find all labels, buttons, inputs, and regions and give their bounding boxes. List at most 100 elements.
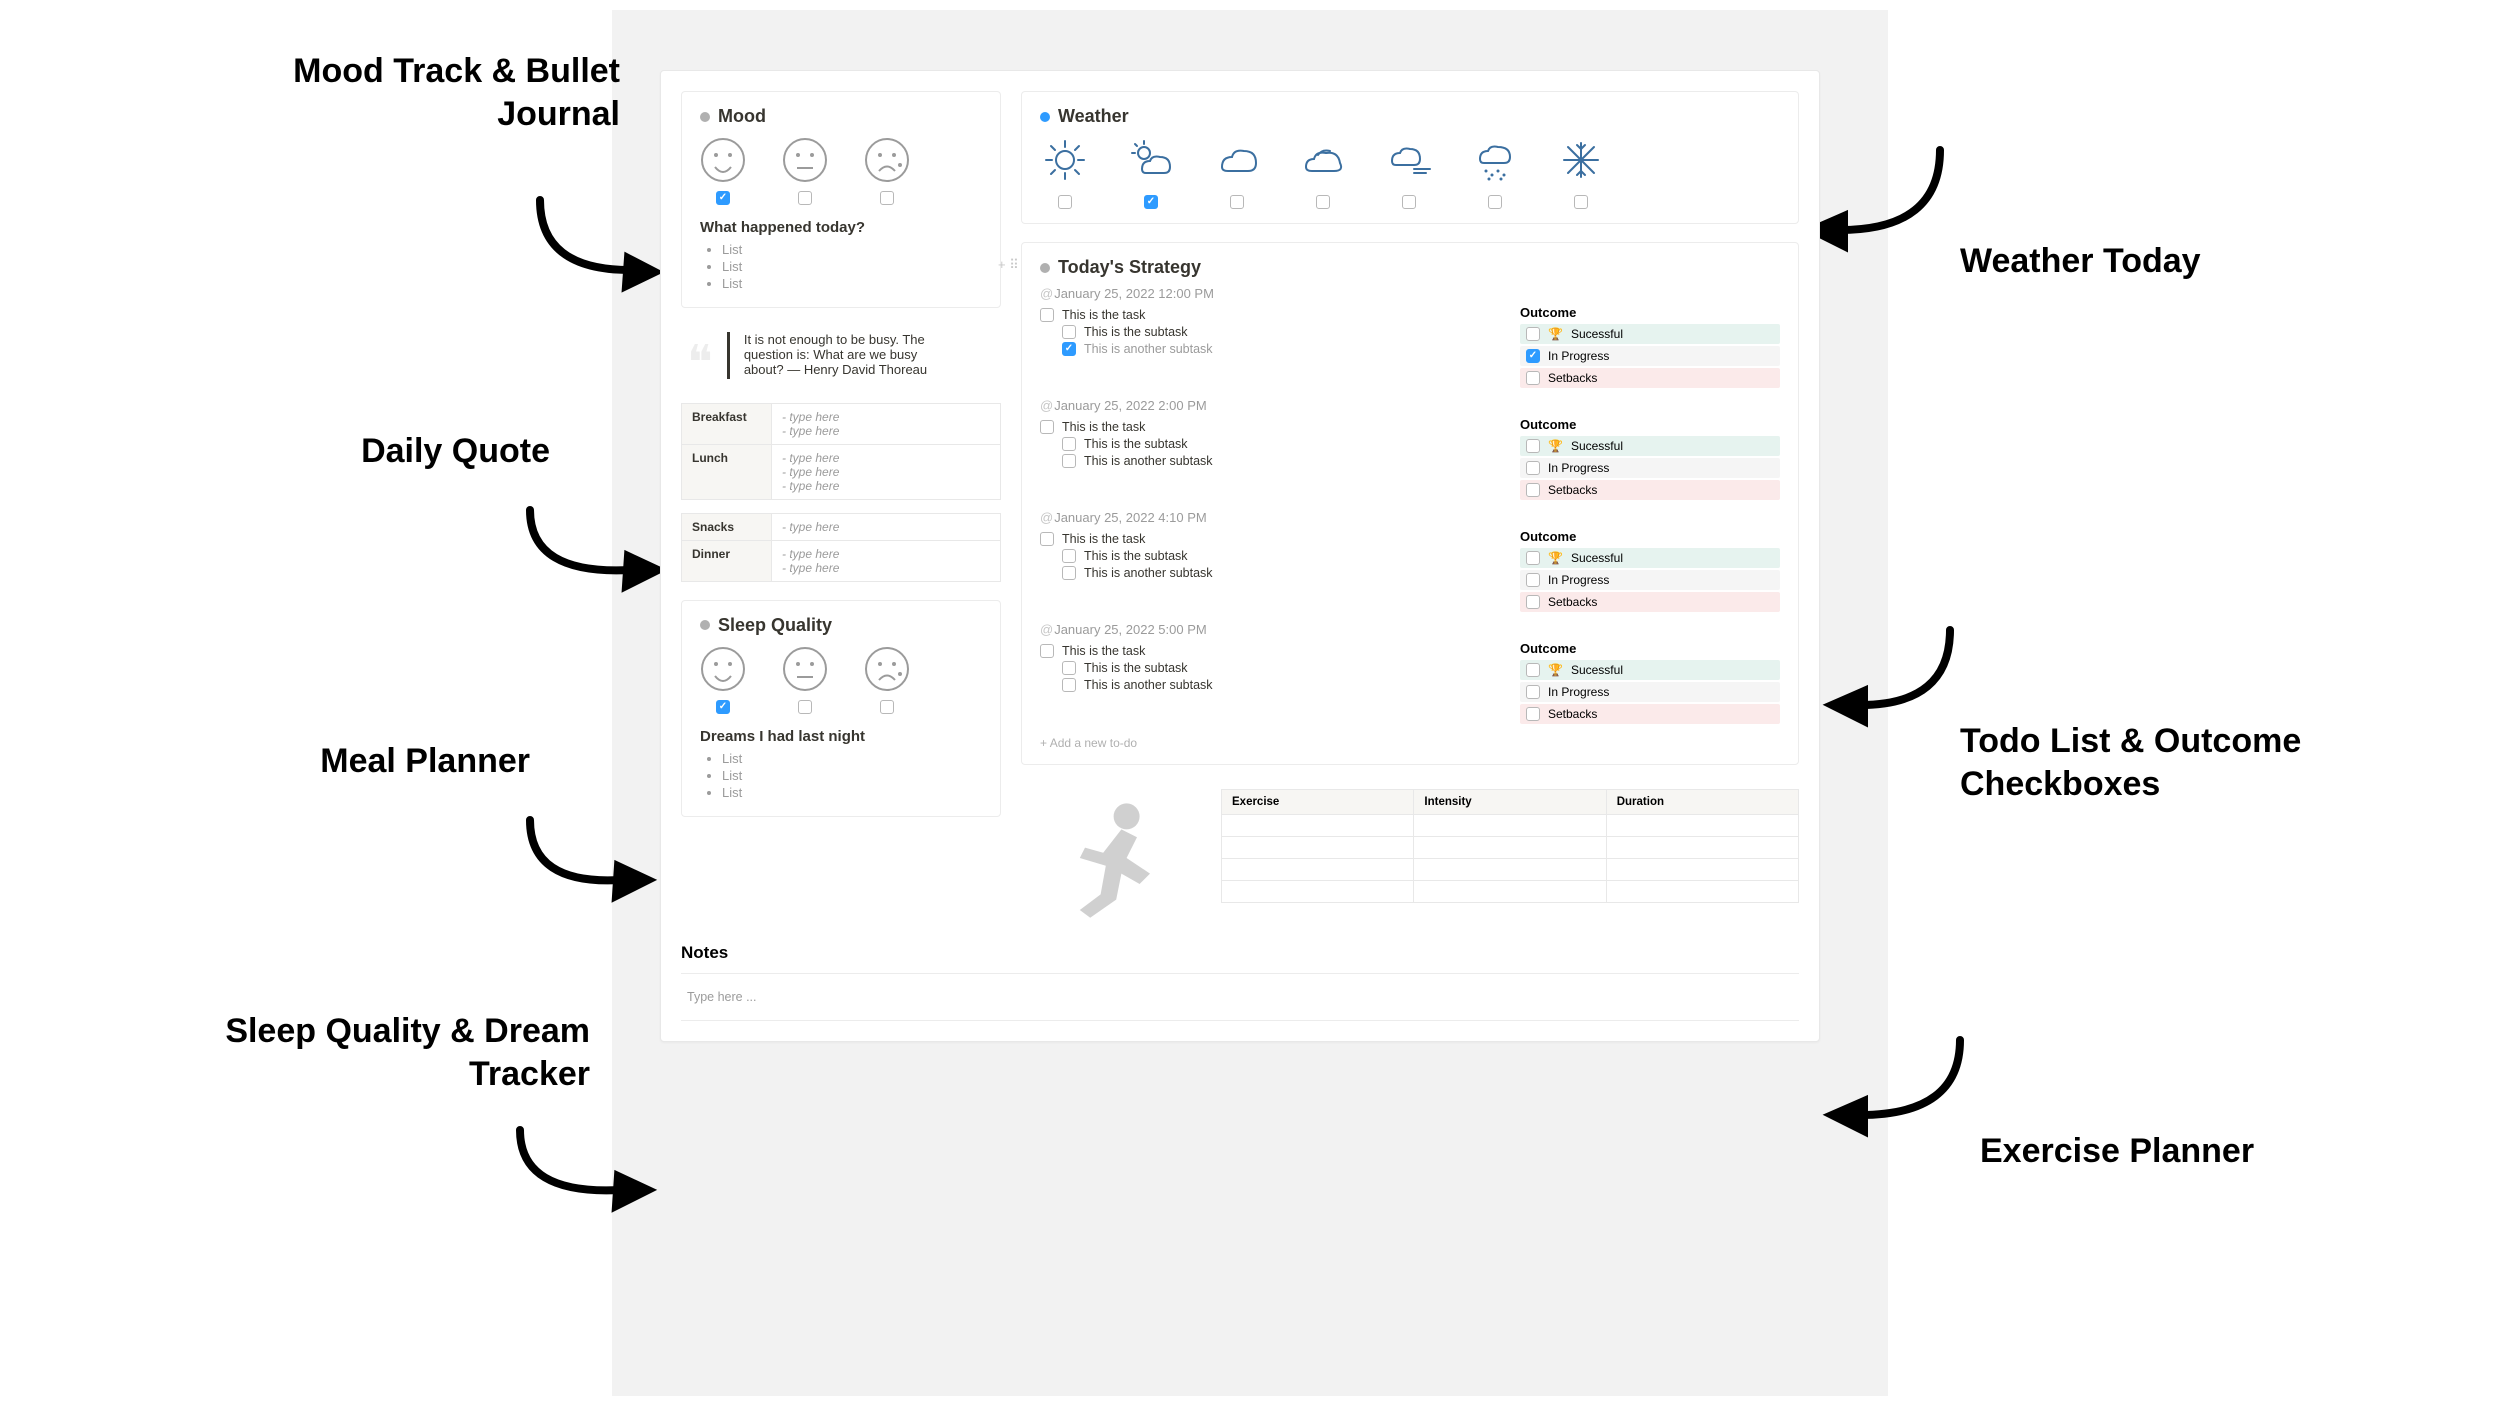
weather-option-cloudy[interactable]: [1212, 137, 1262, 209]
checkbox[interactable]: [1526, 551, 1540, 565]
sleep-face-neutral[interactable]: [782, 646, 828, 714]
outcome-option[interactable]: 🏆Sucessful: [1520, 660, 1780, 680]
checkbox[interactable]: [1062, 454, 1076, 468]
checkbox[interactable]: [1526, 327, 1540, 341]
weather-option-windy[interactable]: [1384, 137, 1434, 209]
weather-option-overcast[interactable]: [1298, 137, 1348, 209]
checkbox[interactable]: [1062, 661, 1076, 675]
mood-face-happy[interactable]: [700, 137, 746, 205]
outcome-option[interactable]: Setbacks: [1520, 704, 1780, 724]
task-line[interactable]: This is the subtask: [1062, 325, 1480, 339]
outcome-option[interactable]: Setbacks: [1520, 480, 1780, 500]
exercise-row[interactable]: [1222, 881, 1799, 903]
exercise-col-head: Duration: [1606, 790, 1798, 815]
meal-row: Snacks- type here: [682, 513, 1001, 540]
checkbox[interactable]: [1316, 195, 1330, 209]
checkbox[interactable]: [1526, 573, 1540, 587]
checkbox[interactable]: [1488, 195, 1502, 209]
checkbox[interactable]: [880, 191, 894, 205]
list-item[interactable]: List: [722, 785, 982, 800]
checkbox[interactable]: [1144, 195, 1158, 209]
checkbox[interactable]: [1040, 532, 1054, 546]
outcome-option[interactable]: 🏆Sucessful: [1520, 324, 1780, 344]
checkbox[interactable]: [1040, 420, 1054, 434]
toggle-bullet-icon[interactable]: [1040, 112, 1050, 122]
task-line[interactable]: This is another subtask: [1062, 678, 1480, 692]
checkbox[interactable]: [1526, 483, 1540, 497]
checkbox[interactable]: [798, 191, 812, 205]
outcome-option[interactable]: Setbacks: [1520, 368, 1780, 388]
mood-face-neutral[interactable]: [782, 137, 828, 205]
outcome-option[interactable]: In Progress: [1520, 458, 1780, 478]
checkbox[interactable]: [880, 700, 894, 714]
task-line[interactable]: This is another subtask: [1062, 566, 1480, 580]
outcome-option[interactable]: In Progress: [1520, 570, 1780, 590]
toggle-bullet-icon[interactable]: [700, 112, 710, 122]
list-item[interactable]: List: [722, 768, 982, 783]
task-line[interactable]: This is the task: [1040, 644, 1480, 658]
weather-option-rainy[interactable]: [1470, 137, 1520, 209]
checkbox[interactable]: [1526, 439, 1540, 453]
checkbox[interactable]: [1402, 195, 1416, 209]
checkbox[interactable]: [1062, 566, 1076, 580]
sleep-face-sad[interactable]: [864, 646, 910, 714]
checkbox[interactable]: [1230, 195, 1244, 209]
toggle-bullet-icon[interactable]: [1040, 263, 1050, 273]
meal-cell[interactable]: - type here: [772, 513, 1001, 540]
list-item[interactable]: List: [722, 242, 982, 257]
checkbox[interactable]: [1062, 325, 1076, 339]
checkbox[interactable]: [1526, 595, 1540, 609]
task-line[interactable]: This is the task: [1040, 532, 1480, 546]
outcome-option[interactable]: Setbacks: [1520, 592, 1780, 612]
checkbox[interactable]: [1062, 549, 1076, 563]
checkbox[interactable]: [1526, 349, 1540, 363]
task-line[interactable]: This is the subtask: [1062, 437, 1480, 451]
task-text: This is the subtask: [1084, 325, 1188, 339]
checkbox[interactable]: [716, 191, 730, 205]
notes-input[interactable]: Type here ...: [681, 973, 1799, 1021]
outcome-option[interactable]: In Progress: [1520, 346, 1780, 366]
outcome-option[interactable]: 🏆Sucessful: [1520, 548, 1780, 568]
checkbox[interactable]: [1062, 437, 1076, 451]
outcome-option[interactable]: 🏆Sucessful: [1520, 436, 1780, 456]
toggle-bullet-icon[interactable]: [700, 620, 710, 630]
checkbox[interactable]: [1526, 371, 1540, 385]
checkbox[interactable]: [1526, 685, 1540, 699]
exercise-row[interactable]: [1222, 837, 1799, 859]
mood-title-row: Mood: [700, 106, 982, 127]
task-line[interactable]: This is another subtask: [1062, 454, 1480, 468]
exercise-row[interactable]: [1222, 859, 1799, 881]
task-line[interactable]: This is the subtask: [1062, 549, 1480, 563]
exercise-row[interactable]: [1222, 815, 1799, 837]
meal-cell[interactable]: - type here- type here: [772, 540, 1001, 581]
checkbox[interactable]: [1058, 195, 1072, 209]
meal-cell[interactable]: - type here- type here- type here: [772, 444, 1001, 499]
mood-face-sad[interactable]: [864, 137, 910, 205]
weather-option-snowy[interactable]: [1556, 137, 1606, 209]
checkbox[interactable]: [1062, 342, 1076, 356]
checkbox[interactable]: [1040, 644, 1054, 658]
list-item[interactable]: List: [722, 259, 982, 274]
task-line[interactable]: This is the task: [1040, 308, 1480, 322]
checkbox[interactable]: [1526, 461, 1540, 475]
task-line[interactable]: This is another subtask: [1062, 342, 1480, 356]
add-todo-button[interactable]: Add a new to-do: [1040, 736, 1780, 750]
meal-cell[interactable]: - type here- type here: [772, 403, 1001, 444]
checkbox[interactable]: [1062, 678, 1076, 692]
checkbox[interactable]: [1526, 707, 1540, 721]
checkbox[interactable]: [1574, 195, 1588, 209]
sleep-face-happy[interactable]: [700, 646, 746, 714]
task-line[interactable]: This is the task: [1040, 420, 1480, 434]
weather-option-sunny[interactable]: [1040, 137, 1090, 209]
checkbox[interactable]: [798, 700, 812, 714]
task-line[interactable]: This is the subtask: [1062, 661, 1480, 675]
list-item[interactable]: List: [722, 276, 982, 291]
checkbox[interactable]: [1526, 663, 1540, 677]
checkbox[interactable]: [716, 700, 730, 714]
weather-option-partly-cloudy[interactable]: [1126, 137, 1176, 209]
checkbox[interactable]: [1040, 308, 1054, 322]
strategy-block: January 25, 2022 5:00 PMThis is the task…: [1040, 622, 1780, 726]
block-plus-handle[interactable]: + ⠿: [998, 257, 1019, 273]
list-item[interactable]: List: [722, 751, 982, 766]
outcome-option[interactable]: In Progress: [1520, 682, 1780, 702]
